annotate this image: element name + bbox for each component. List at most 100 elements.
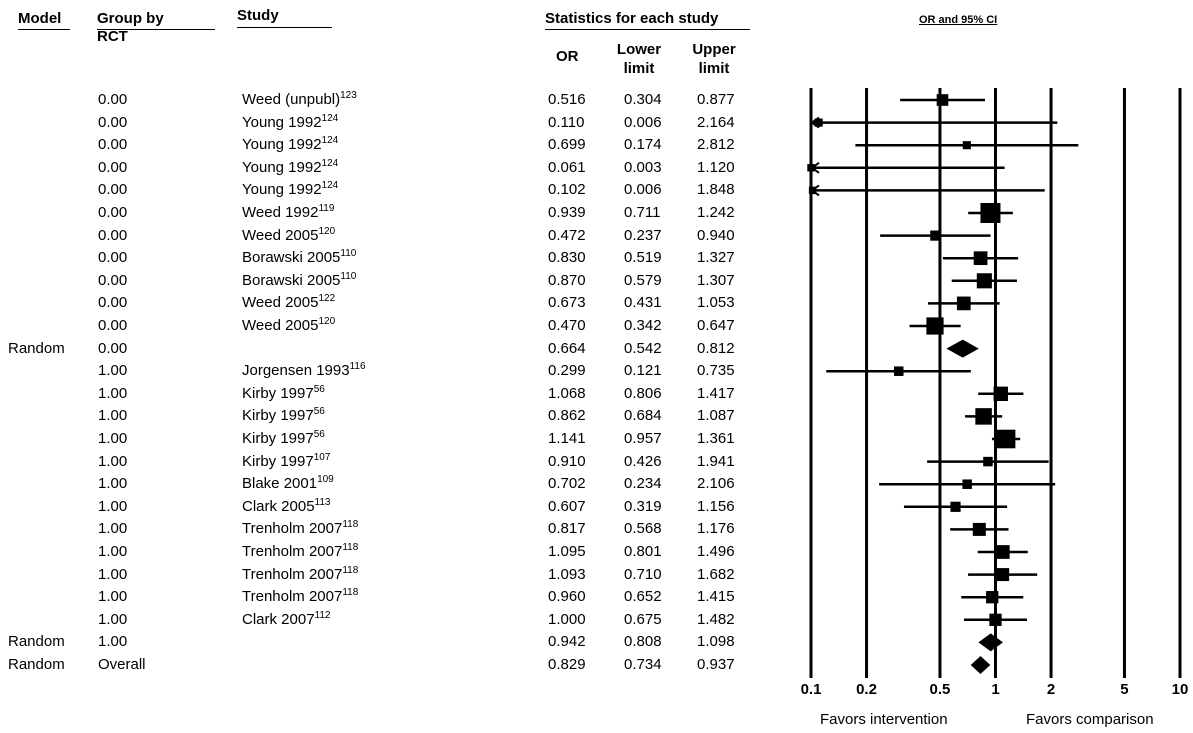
row-lower: 0.237 xyxy=(624,226,662,244)
x-tick-label: 2 xyxy=(1046,681,1056,698)
study-reference: 56 xyxy=(313,429,325,440)
row-or: 0.939 xyxy=(548,204,586,221)
point-estimate xyxy=(962,479,972,489)
row-group: 0.00 xyxy=(98,158,128,176)
point-estimate xyxy=(996,429,1016,449)
row-study: Trenholm 2007118 xyxy=(242,520,358,538)
x-tick-label: 1 xyxy=(991,681,1000,698)
row-group: 0.00 xyxy=(98,249,128,267)
row-study: Clark 2005113 xyxy=(242,497,331,516)
study-reference: 110 xyxy=(340,248,357,260)
header-stats-underline xyxy=(545,29,750,30)
row-or: 0.830 xyxy=(548,249,586,267)
row-lower: 0.808 xyxy=(624,633,662,651)
study-name: Weed 2005 xyxy=(242,317,319,334)
study-name: Kirby 1997 xyxy=(242,430,314,447)
study-name: Trenholm 2007 xyxy=(242,565,343,583)
study-reference: 122 xyxy=(318,293,336,305)
row-or: 0.699 xyxy=(548,136,586,154)
study-name: Jorgensen 1993 xyxy=(242,362,350,380)
summary-diamond xyxy=(978,633,1003,652)
study-name: Young 1992 xyxy=(242,136,322,154)
row-or: 0.702 xyxy=(548,475,586,493)
study-name: Trenholm 2007 xyxy=(242,588,343,606)
study-name: Weed (unpubl) xyxy=(242,91,341,108)
row-upper: 1.156 xyxy=(697,497,735,515)
study-reference: 118 xyxy=(342,587,359,599)
point-estimate xyxy=(814,118,823,127)
header-upper: Upper limit xyxy=(692,41,736,77)
favors-comparison-label: Favors comparison xyxy=(1026,711,1154,728)
point-estimate xyxy=(983,456,993,467)
row-or: 0.299 xyxy=(548,362,586,380)
header-study-underline xyxy=(237,27,332,28)
row-group: 1.00 xyxy=(98,520,128,538)
row-lower: 0.684 xyxy=(624,407,662,425)
row-or: 0.102 xyxy=(548,181,586,199)
row-lower: 0.710 xyxy=(624,565,662,583)
header-group: Group by xyxy=(97,10,164,27)
row-upper: 2.106 xyxy=(697,475,735,493)
row-upper: 0.735 xyxy=(697,362,735,380)
row-group: 0.00 xyxy=(98,339,128,357)
study-reference: 107 xyxy=(313,451,331,463)
study-reference: 56 xyxy=(313,383,325,395)
row-study: Weed (unpubl)123 xyxy=(242,91,357,109)
row-upper: 2.164 xyxy=(697,113,735,131)
point-estimate xyxy=(993,386,1008,401)
point-estimate xyxy=(976,273,992,289)
row-lower: 0.519 xyxy=(624,249,662,267)
x-tick-label: 0.5 xyxy=(929,681,951,698)
row-or: 1.095 xyxy=(548,543,586,560)
header-group-rct: RCT xyxy=(97,28,128,45)
row-study: Weed 1992119 xyxy=(242,204,334,222)
study-reference: 124 xyxy=(321,112,339,124)
summary-diamond xyxy=(970,656,991,674)
row-group: 1.00 xyxy=(98,610,128,628)
header-lower: Lower limit xyxy=(616,41,662,77)
study-reference: 116 xyxy=(349,361,366,373)
row-or: 1.093 xyxy=(548,565,586,583)
study-name: Borawski 2005 xyxy=(242,249,341,267)
row-study: Blake 2001109 xyxy=(242,475,334,493)
row-or: 0.061 xyxy=(548,158,586,176)
study-reference: 119 xyxy=(318,203,335,214)
row-study: Trenholm 2007118 xyxy=(242,565,358,584)
row-study: Young 1992124 xyxy=(242,112,339,132)
point-estimate xyxy=(808,186,817,195)
row-upper: 0.647 xyxy=(697,317,735,334)
study-reference: 124 xyxy=(321,157,339,169)
row-study: Weed 2005122 xyxy=(242,294,335,312)
row-study: Trenholm 2007118 xyxy=(242,588,358,606)
row-or: 0.516 xyxy=(548,91,586,108)
row-model: Random xyxy=(8,339,65,357)
point-estimate xyxy=(986,591,999,604)
header-plot: OR and 95% CI xyxy=(919,14,998,26)
row-lower: 0.542 xyxy=(624,339,662,357)
point-estimate xyxy=(930,230,941,241)
study-name: Young 1992 xyxy=(242,158,322,176)
header-model-underline xyxy=(18,29,70,30)
row-upper: 1.053 xyxy=(697,294,735,312)
row-lower: 0.006 xyxy=(624,113,662,131)
study-name: Kirby 1997 xyxy=(242,407,314,425)
row-upper: 1.176 xyxy=(697,520,735,538)
row-or: 0.110 xyxy=(548,113,585,131)
x-tick-label: 5 xyxy=(1120,681,1129,698)
point-estimate xyxy=(926,317,944,335)
row-group: 1.00 xyxy=(98,633,128,651)
row-upper: 1.087 xyxy=(697,407,735,425)
row-model: Random xyxy=(8,633,65,651)
row-upper: 1.415 xyxy=(697,588,735,606)
study-name: Young 1992 xyxy=(242,113,322,131)
row-study: Jorgensen 1993116 xyxy=(242,362,366,380)
study-name: Kirby 1997 xyxy=(242,384,314,402)
study-reference: 110 xyxy=(340,270,357,282)
row-study: Weed 2005120 xyxy=(242,317,335,335)
row-upper: 0.937 xyxy=(697,656,735,673)
row-upper: 2.812 xyxy=(697,136,735,154)
row-or: 0.664 xyxy=(548,339,586,357)
header-stats: Statistics for each study xyxy=(545,10,719,27)
point-estimate xyxy=(980,203,1001,223)
